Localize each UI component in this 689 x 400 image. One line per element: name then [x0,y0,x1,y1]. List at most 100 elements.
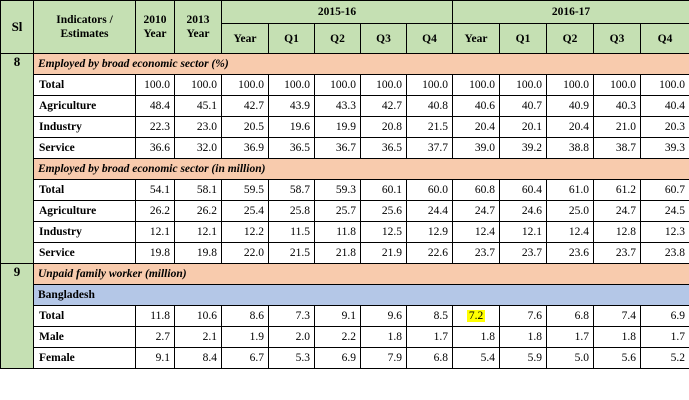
table-cell: 1.7 [406,326,453,348]
table-cell: 19.9 [314,116,361,138]
table-cell: 39.2 [499,137,547,159]
table-row: Service 19.8 19.8 22.0 21.5 21.8 21.9 22.6 23.7 2… [1,242,689,264]
table-cell: 100.0 [268,74,315,96]
table-cell: 20.4 [452,116,500,138]
header-period-2015-16: 2015-16 [221,0,453,24]
header-subcol-7: Q2 [546,23,594,54]
table-cell: 100.0 [314,74,361,96]
table-cell: 20.1 [499,116,547,138]
table-row: Total 100.0 100.0 100.0 100.0 100.0 100.0 100.0… [1,74,689,96]
table-cell: 38.8 [546,137,594,159]
table-row: Male 2.7 2.1 1.9 2.0 2.2 1.8 1.7 1.8 1.8 1.7 1.8 1.7 [1,326,689,348]
table-cell: 2.7 [135,326,175,348]
table-cell: 9.6 [360,305,407,327]
table-cell: 21.9 [360,242,407,264]
row-label: Agriculture [33,95,136,117]
table-cell: 2.0 [268,326,315,348]
table-cell: 25.4 [221,200,269,222]
table-cell: 60.4 [499,179,547,201]
row-label: Industry [33,221,136,243]
table-cell: 100.0 [221,74,269,96]
table-cell: 8.5 [406,305,453,327]
table-cell: 25.7 [314,200,361,222]
table-cell: 5.2 [640,347,689,369]
table-cell: 6.9 [314,347,361,369]
header-sl: Sl [0,0,34,54]
table-cell: 43.9 [268,95,315,117]
table-cell: 36.9 [221,137,269,159]
table-cell: 40.3 [593,95,641,117]
table-cell: 20.3 [640,116,689,138]
table-cell: 5.9 [499,347,547,369]
header-year-2013-value: 2013 [186,14,210,26]
table-cell: 23.8 [640,242,689,264]
table-cell: 7.6 [499,305,547,327]
table-cell: 43.3 [314,95,361,117]
table-cell: 100.0 [499,74,547,96]
header-subcol-8: Q3 [593,23,641,54]
row-label: Total [33,179,136,201]
table-row: Total 11.8 10.6 8.6 7.3 9.1 9.6 8.5 7.2 7.6 6.8 7.4… [1,305,689,327]
table-cell: 7.9 [360,347,407,369]
table-header: Sl Indicators / Estimates 2010 Year 2013… [0,0,689,54]
table-cell: 26.2 [174,200,222,222]
table-row: Agriculture 48.4 45.1 42.7 43.9 43.3 42.7 40.8 4… [1,95,689,117]
table-cell: 24.5 [640,200,689,222]
table-cell: 60.7 [640,179,689,201]
table-row: Total 54.1 58.1 59.5 58.7 59.3 60.1 60.0 60.8 60.… [1,179,689,201]
header-year-2013: 2013 Year [174,0,222,54]
table-cell: 23.0 [174,116,222,138]
header-subcol-5: Year [452,23,500,54]
table-cell: 6.8 [406,347,453,369]
table-cell: 42.7 [221,95,269,117]
table-cell: 42.7 [360,95,407,117]
row-label: Service [33,242,136,264]
table-cell: 100.0 [360,74,407,96]
table-cell: 61.2 [593,179,641,201]
table-cell: 40.7 [499,95,547,117]
table-cell: 100.0 [406,74,453,96]
table-cell: 5.0 [546,347,594,369]
table-cell: 36.7 [314,137,361,159]
row-label: Female [33,347,136,369]
table-cell: 23.6 [546,242,594,264]
table-cell: 23.7 [593,242,641,264]
table-cell: 20.8 [360,116,407,138]
header-year-2013-label: Year [186,28,210,40]
table-cell: 5.4 [452,347,500,369]
table-cell: 5.3 [268,347,315,369]
table-cell: 61.0 [546,179,594,201]
table-cell: 40.8 [406,95,453,117]
table-cell: 100.0 [593,74,641,96]
table-cell: 12.3 [640,221,689,243]
table-cell: 6.8 [546,305,594,327]
table-cell: 21.0 [593,116,641,138]
table-cell: 1.9 [221,326,269,348]
row-label: Total [33,74,136,96]
table-cell: 25.0 [546,200,594,222]
header-subcol-3: Q3 [360,23,407,54]
table-cell: 60.8 [452,179,500,201]
header-indicators-line1: Indicators / [56,14,113,26]
table-cell: 7.4 [593,305,641,327]
table-cell: 12.1 [499,221,547,243]
table-cell: 40.4 [640,95,689,117]
serial-number: 9 [0,263,34,369]
table-cell: 100.0 [452,74,500,96]
table-body: 8 Employed by broad economic sector (%) To… [0,53,689,369]
table-cell: 9.1 [135,347,175,369]
table-cell: 7.3 [268,305,315,327]
table-cell: 24.6 [499,200,547,222]
header-subcol-1: Q1 [268,23,315,54]
table-cell: 37.7 [406,137,453,159]
table-cell: 24.7 [452,200,500,222]
table-cell: 60.0 [406,179,453,201]
header-subcol-4: Q4 [406,23,453,54]
table-cell: 20.4 [546,116,594,138]
row-label: Industry [33,116,136,138]
table-row: Female 9.1 8.4 6.7 5.3 6.9 7.9 6.8 5.4 5.9 5.0 5.6 5… [1,347,689,369]
header-indicators: Indicators / Estimates [33,0,136,54]
table-cell: 12.2 [221,221,269,243]
table-cell: 20.5 [221,116,269,138]
table-cell: 6.9 [640,305,689,327]
